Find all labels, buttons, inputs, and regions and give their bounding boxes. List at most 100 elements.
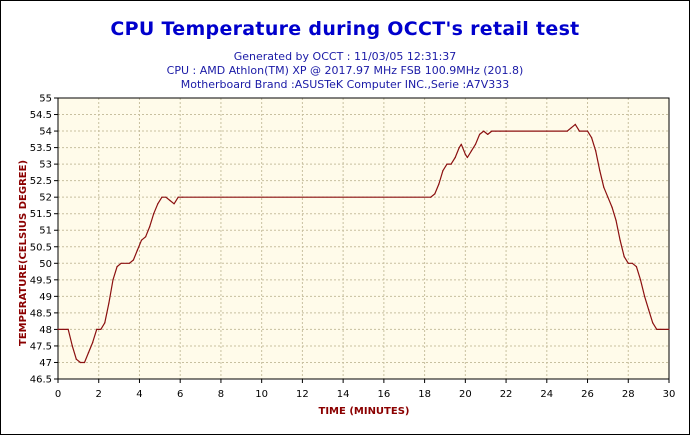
data-point <box>656 328 658 330</box>
data-point <box>177 196 179 198</box>
x-tick-label: 0 <box>55 389 61 400</box>
data-point <box>136 249 138 251</box>
data-point <box>599 170 601 172</box>
chart-subtitle-generated: Generated by OCCT : 11/03/05 12:31:37 <box>233 50 457 63</box>
data-point <box>71 345 73 347</box>
data-point <box>648 309 650 311</box>
x-tick-label: 10 <box>255 389 268 400</box>
y-tick-label: 52 <box>39 193 52 204</box>
y-tick-label: 54.5 <box>30 110 52 121</box>
data-point <box>458 147 460 149</box>
y-tick-label: 47.5 <box>30 341 52 352</box>
data-point <box>181 196 183 198</box>
data-point <box>430 196 432 198</box>
y-tick-label: 49.5 <box>30 275 52 286</box>
data-point <box>652 322 654 324</box>
data-point <box>157 203 159 205</box>
data-point <box>619 239 621 241</box>
data-point <box>75 358 77 360</box>
data-point <box>464 153 466 155</box>
series-layer <box>57 123 670 364</box>
chart-subtitle-cpu: CPU : AMD Athlon(TM) XP @ 2017.97 MHz FS… <box>166 64 524 77</box>
data-point <box>438 183 440 185</box>
data-point <box>574 123 576 125</box>
data-point <box>140 239 143 241</box>
data-point <box>635 266 638 268</box>
data-point <box>446 163 448 165</box>
y-tick-label: 47 <box>39 358 52 369</box>
data-point <box>165 196 167 198</box>
y-tick-label: 55 <box>39 94 52 105</box>
data-point <box>487 133 489 135</box>
y-tick-label: 48 <box>39 325 52 336</box>
data-point <box>627 262 629 264</box>
y-tick-label: 53.5 <box>30 143 52 154</box>
x-tick-label: 6 <box>177 389 183 400</box>
data-point <box>87 352 90 354</box>
data-point <box>591 137 593 139</box>
y-axis-title: TEMPERATURE(CELSIUS DEGREE) <box>18 160 29 346</box>
data-point <box>566 130 568 132</box>
data-point <box>112 279 114 281</box>
data-point <box>570 127 572 129</box>
y-tick-label: 53 <box>39 160 52 171</box>
data-point <box>57 328 59 330</box>
data-point <box>149 226 151 228</box>
data-point <box>495 130 497 132</box>
data-point <box>442 170 444 172</box>
data-point <box>100 328 102 330</box>
x-tick-label: 8 <box>218 389 224 400</box>
data-point <box>466 156 468 159</box>
y-tick-label: 50 <box>39 259 52 270</box>
data-point <box>460 143 462 145</box>
data-point <box>505 130 507 132</box>
data-point <box>499 130 501 132</box>
x-tick-label: 16 <box>377 389 390 400</box>
data-point <box>611 206 613 208</box>
data-point <box>434 193 436 195</box>
x-tick-label: 20 <box>459 389 472 400</box>
x-tick-label: 18 <box>418 389 431 400</box>
axes <box>54 97 670 383</box>
data-point <box>578 130 581 132</box>
data-point <box>483 130 485 132</box>
x-tick-label: 22 <box>500 389 513 400</box>
x-tick-label: 14 <box>337 389 350 400</box>
x-tick-label: 28 <box>622 389 635 400</box>
data-point <box>92 342 94 344</box>
data-point <box>603 186 605 188</box>
plot-border <box>57 97 670 380</box>
tick-labels: 0 2 4 6 8 10 12 14 16 18 20 22 24 26 28 3046.54747.5484… <box>30 94 676 401</box>
x-tick-label: 2 <box>96 389 102 400</box>
y-tick-label: 50.5 <box>30 242 52 253</box>
y-tick-label: 51.5 <box>30 209 52 220</box>
x-tick-label: 4 <box>136 389 142 400</box>
data-point <box>586 130 589 132</box>
data-point <box>132 259 134 261</box>
data-point <box>631 262 633 264</box>
data-point <box>615 219 617 221</box>
plot-area <box>58 98 669 379</box>
chart-title: CPU Temperature during OCCT's retail tes… <box>110 18 580 40</box>
y-tick-label: 54 <box>39 127 52 138</box>
y-tick-label: 49 <box>39 292 52 303</box>
data-point <box>104 322 106 324</box>
data-point <box>145 236 147 238</box>
data-point <box>79 361 81 364</box>
data-point <box>128 262 130 264</box>
data-point <box>83 361 86 364</box>
data-point <box>660 328 662 330</box>
data-point <box>96 328 98 330</box>
data-point <box>623 256 625 258</box>
data-point <box>474 143 477 145</box>
x-tick-label: 24 <box>540 389 553 400</box>
x-axis-title: TIME (MINUTES) <box>319 406 410 417</box>
data-point <box>169 199 171 202</box>
data-point <box>116 266 118 268</box>
data-point <box>607 196 609 198</box>
y-tick-label: 48.5 <box>30 308 52 319</box>
data-point <box>161 196 163 198</box>
x-tick-label: 26 <box>581 389 594 400</box>
x-tick-label: 30 <box>663 389 676 400</box>
